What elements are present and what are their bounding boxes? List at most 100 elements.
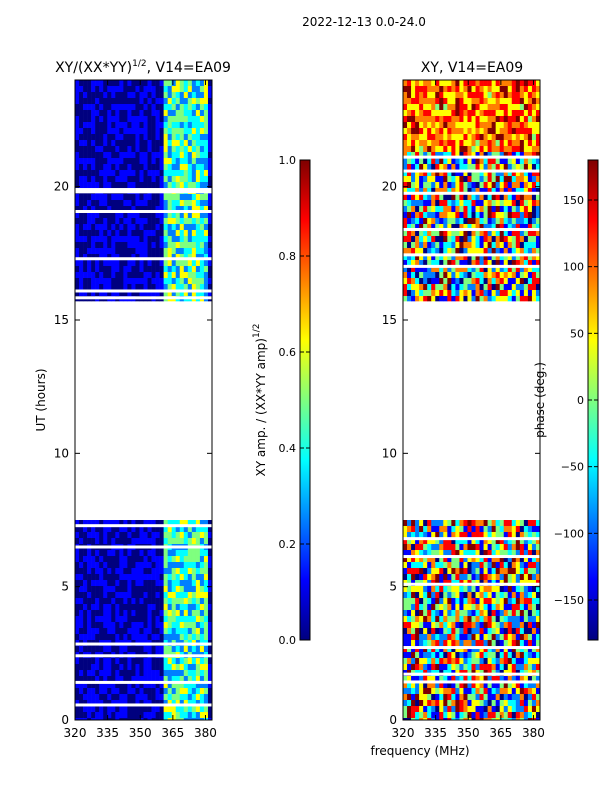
heatmap-cell [423, 700, 428, 706]
heatmap-cell [171, 574, 177, 580]
heatmap-cell [111, 194, 116, 200]
heatmap-cell [527, 694, 533, 700]
heatmap-cell [99, 176, 104, 182]
flag-stripe [403, 582, 540, 586]
heatmap-cell [143, 200, 148, 206]
heatmap-cell [463, 272, 468, 278]
heatmap-cell [199, 628, 205, 634]
heatmap-cell [151, 580, 156, 586]
heatmap-cell [187, 586, 193, 592]
heatmap-cell [527, 140, 533, 146]
heatmap-cell [99, 712, 104, 718]
heatmap-cell [147, 670, 152, 676]
heatmap-cell [479, 718, 484, 720]
heatmap-cell [515, 532, 521, 538]
heatmap-cell [479, 634, 484, 640]
heatmap-cell [455, 218, 460, 224]
heatmap-cell [419, 230, 424, 236]
heatmap-cell [111, 266, 116, 272]
heatmap-cell [183, 634, 189, 640]
heatmap-cell [403, 544, 408, 550]
heatmap-cell [87, 646, 92, 652]
heatmap-cell [135, 718, 140, 720]
heatmap-cell [131, 706, 136, 712]
heatmap-cell [415, 140, 420, 146]
heatmap-cell [407, 652, 412, 658]
heatmap-cell [83, 610, 88, 616]
heatmap-cell [143, 254, 148, 260]
heatmap-cell [503, 146, 509, 152]
heatmap-cell [451, 574, 456, 580]
heatmap-cell [459, 568, 464, 574]
heatmap-cell [479, 248, 484, 254]
heatmap-cell [455, 140, 460, 146]
heatmap-cell [463, 676, 468, 682]
heatmap-cell [403, 598, 408, 604]
heatmap-cell [403, 538, 408, 544]
heatmap-cell [175, 128, 181, 134]
heatmap-cell [111, 718, 116, 720]
heatmap-cell [111, 158, 116, 164]
heatmap-cell [535, 92, 541, 98]
heatmap-cell [499, 188, 505, 194]
heatmap-cell [167, 236, 173, 242]
heatmap-cell [127, 230, 132, 236]
heatmap-cell [515, 116, 521, 122]
heatmap-cell [415, 122, 420, 128]
heatmap-cell [123, 158, 128, 164]
heatmap-cell [95, 212, 100, 218]
heatmap-cell [167, 718, 173, 720]
heatmap-cell [403, 242, 408, 248]
heatmap-cell [411, 622, 416, 628]
heatmap-cell [155, 556, 160, 562]
heatmap-cell [455, 574, 460, 580]
heatmap-cell [147, 532, 152, 538]
heatmap-cell [95, 254, 100, 260]
heatmap-cell [155, 586, 160, 592]
heatmap-cell [467, 622, 472, 628]
heatmap-cell [451, 224, 456, 230]
heatmap-cell [155, 604, 160, 610]
heatmap-cell [135, 592, 140, 598]
heatmap-cell [459, 194, 464, 200]
heatmap-cell [95, 146, 100, 152]
heatmap-cell [115, 140, 120, 146]
heatmap-cell [503, 296, 509, 302]
heatmap-cell [431, 248, 436, 254]
heatmap-cell [415, 640, 420, 646]
heatmap-cell [199, 670, 205, 676]
heatmap-cell [87, 140, 92, 146]
heatmap-cell [531, 526, 537, 532]
heatmap-cell [135, 658, 140, 664]
heatmap-cell [511, 134, 517, 140]
heatmap-cell [131, 272, 136, 278]
heatmap-cell [107, 634, 112, 640]
heatmap-cell [443, 134, 448, 140]
heatmap-cell [119, 556, 124, 562]
heatmap-cell [511, 260, 517, 266]
heatmap-cell [419, 688, 424, 694]
heatmap-cell [487, 664, 492, 670]
heatmap-cell [415, 562, 420, 568]
heatmap-cell [135, 694, 140, 700]
heatmap-cell [523, 104, 529, 110]
heatmap-cell [95, 592, 100, 598]
heatmap-cell [503, 86, 509, 92]
heatmap-cell [115, 128, 120, 134]
heatmap-cell [171, 598, 177, 604]
heatmap-cell [451, 116, 456, 122]
heatmap-cell [175, 98, 181, 104]
heatmap-cell [411, 676, 416, 682]
heatmap-cell [499, 610, 505, 616]
heatmap-cell [171, 718, 177, 720]
heatmap-cell [419, 700, 424, 706]
heatmap-cell [507, 604, 513, 610]
heatmap-cell [151, 610, 156, 616]
heatmap-cell [183, 116, 189, 122]
heatmap-cell [455, 526, 460, 532]
heatmap-cell [199, 206, 205, 212]
heatmap-cell [507, 694, 513, 700]
heatmap-cell [459, 86, 464, 92]
heatmap-cell [491, 164, 496, 170]
heatmap-cell [163, 218, 168, 224]
